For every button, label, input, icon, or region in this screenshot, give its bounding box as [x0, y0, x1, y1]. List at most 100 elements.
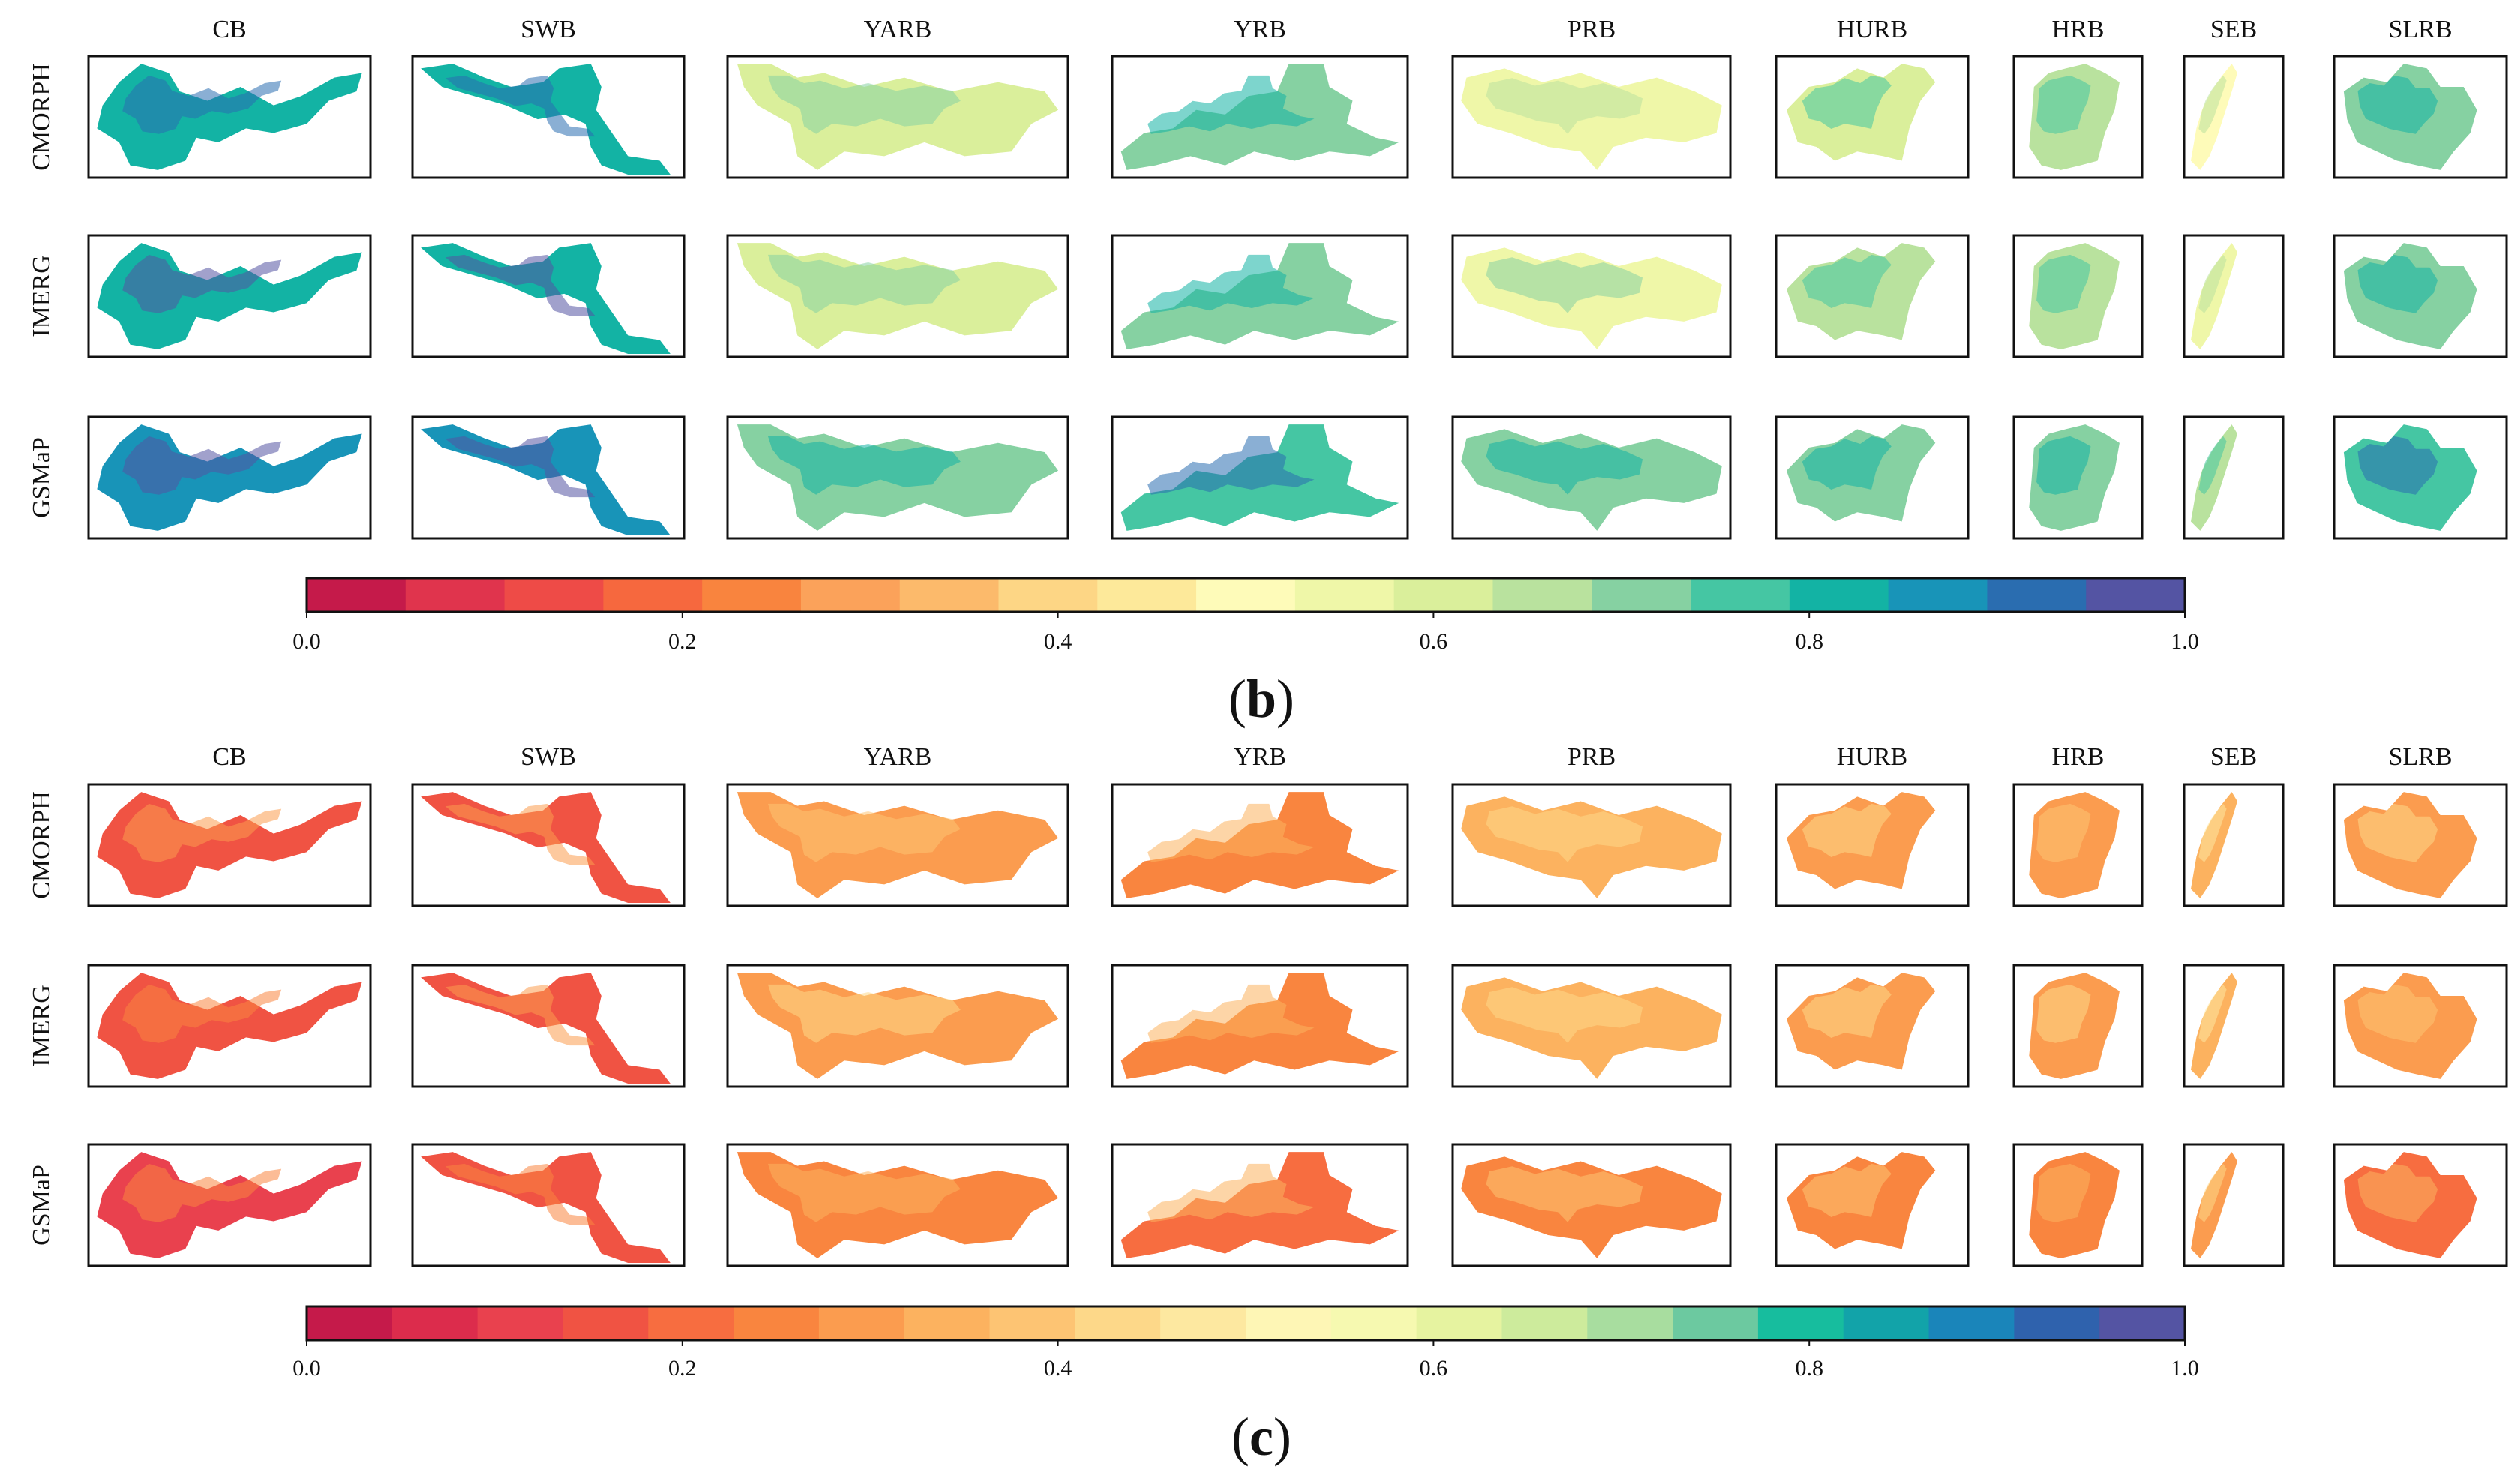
map-cell-gsmap-yrb	[1111, 415, 1409, 540]
map-cell-gsmap-swb	[411, 415, 686, 540]
colorbar-segment	[1789, 578, 1889, 612]
colorbar-segment	[1672, 1306, 1759, 1340]
map-cell-cmorph-slrb	[2332, 783, 2508, 907]
map-cell-cmorph-hrb	[2012, 55, 2144, 179]
map-cell-cmorph-hrb	[2012, 783, 2144, 907]
colorbar-segment	[1294, 578, 1395, 612]
colorbar-segment	[1097, 578, 1197, 612]
map-cell-cmorph-seb	[2182, 55, 2284, 179]
panel-c-grid: CB SWB YARB YRB PRB HURB HRB SEB SLRB CMORPH IMERG…	[28, 743, 2508, 1381]
panel-c-label: (c)	[1232, 1407, 1292, 1467]
row-label-gsmap: GSMaP	[28, 1165, 56, 1246]
map-cell-imerg-seb	[2182, 234, 2284, 358]
column-header-slrb: SLRB	[2388, 16, 2452, 43]
map-cell-gsmap-hrb	[2012, 415, 2144, 540]
colorbar-segment	[1757, 1306, 1844, 1340]
map-cell-gsmap-hurb	[1774, 1143, 1970, 1267]
map-cell-cmorph-yrb	[1111, 783, 1409, 907]
map-cell-gsmap-seb	[2182, 415, 2284, 540]
colorbar-segment	[1587, 1306, 1673, 1340]
colorbar-tick-label: 0.4	[1044, 1356, 1072, 1381]
colorbar-segment	[800, 578, 901, 612]
colorbar-segment	[1502, 1306, 1588, 1340]
map-cell-cmorph-hurb	[1774, 55, 1970, 179]
colorbar-segment	[1843, 1306, 1930, 1340]
map-cell-gsmap-slrb	[2332, 415, 2508, 540]
map-cell-gsmap-hurb	[1774, 415, 1970, 540]
colorbar-segment	[1416, 1306, 1503, 1340]
colorbar-segment	[989, 1306, 1076, 1340]
row-label-cmorph: CMORPH	[28, 791, 56, 899]
column-header-swb: SWB	[520, 743, 576, 771]
map-cell-cmorph-yarb	[726, 783, 1070, 907]
column-header-swb: SWB	[520, 16, 576, 43]
colorbar-segment	[504, 578, 604, 612]
colorbar-segment	[1394, 578, 1494, 612]
map-cell-imerg-cb	[87, 964, 372, 1088]
map-cell-imerg-swb	[411, 964, 686, 1088]
colorbar-segment	[1888, 578, 1988, 612]
map-cell-imerg-hurb	[1774, 964, 1970, 1088]
column-header-hurb: HURB	[1837, 743, 1907, 771]
colorbar-segment	[1330, 1306, 1418, 1340]
column-header-slrb: SLRB	[2388, 743, 2452, 771]
colorbar-segment	[1928, 1306, 2014, 1340]
column-header-yrb: YRB	[1234, 743, 1286, 771]
map-cell-imerg-hurb	[1774, 234, 1970, 358]
colorbar-segment	[1246, 1306, 1332, 1340]
colorbar-segment	[899, 578, 1000, 612]
colorbar-tick-label: 1.0	[2170, 1356, 2199, 1381]
panel-b-grid: CB SWB YARB YRB PRB HURB HRB SEB SLRB CMORPH IMERG…	[28, 16, 2508, 654]
colorbar-tick-label: 0.2	[668, 629, 697, 654]
row-label-imerg: IMERG	[28, 985, 56, 1067]
colorbar-segment	[477, 1306, 564, 1340]
column-header-yarb: YARB	[864, 743, 932, 771]
map-cell-imerg-yrb	[1111, 234, 1409, 358]
map-cell-gsmap-cb	[87, 1143, 372, 1267]
colorbar-tick-label: 0.0	[292, 1356, 321, 1381]
map-cell-cmorph-swb	[411, 783, 686, 907]
map-cell-imerg-yarb	[726, 234, 1070, 358]
colorbar-segment	[392, 1306, 478, 1340]
colorbar-segment	[734, 1306, 820, 1340]
map-cell-cmorph-slrb	[2332, 55, 2508, 179]
map-cell-cmorph-cb	[87, 783, 372, 907]
row-label-imerg: IMERG	[28, 255, 56, 337]
column-header-yrb: YRB	[1234, 16, 1286, 43]
column-header-prb: PRB	[1568, 16, 1616, 43]
colorbar-segment	[603, 578, 703, 612]
map-cell-cmorph-swb	[411, 55, 686, 179]
colorbar-segment	[1492, 578, 1592, 612]
column-header-cb: CB	[212, 743, 246, 771]
colorbar-segment	[307, 578, 406, 612]
colorbar-tick-label: 0.4	[1044, 629, 1072, 654]
map-cell-gsmap-cb	[87, 415, 372, 540]
colorbar-segment	[405, 578, 506, 612]
map-cell-gsmap-yarb	[726, 1143, 1070, 1267]
colorbar-segment	[1592, 578, 1691, 612]
panel-b-label: (b)	[1228, 669, 1294, 729]
map-cell-cmorph-yrb	[1111, 55, 1409, 179]
map-cell-cmorph-cb	[87, 55, 372, 179]
row-label-cmorph: CMORPH	[28, 63, 56, 171]
map-cell-cmorph-prb	[1451, 783, 1732, 907]
map-cell-imerg-prb	[1451, 964, 1732, 1088]
map-cell-imerg-slrb	[2332, 234, 2508, 358]
map-cell-gsmap-prb	[1451, 415, 1732, 540]
column-header-hrb: HRB	[2052, 16, 2104, 43]
map-cell-imerg-hrb	[2012, 234, 2144, 358]
colorbar-segment	[2086, 578, 2186, 612]
colorbar: 0.0 0.2 0.4 0.6 0.8 1.0	[292, 577, 2199, 654]
column-header-hurb: HURB	[1837, 16, 1907, 43]
colorbar-segment	[818, 1306, 905, 1340]
colorbar-segment	[1196, 578, 1296, 612]
colorbar-segment	[1160, 1306, 1246, 1340]
map-cell-imerg-yrb	[1111, 964, 1409, 1088]
colorbar-tick-label: 0.6	[1420, 1356, 1448, 1381]
column-header-yarb: YARB	[864, 16, 932, 43]
colorbar-frame	[305, 577, 2186, 613]
colorbar-tick-label: 0.8	[1795, 1356, 1823, 1381]
colorbar-tick-label: 0.8	[1795, 629, 1823, 654]
colorbar-segment	[648, 1306, 734, 1340]
